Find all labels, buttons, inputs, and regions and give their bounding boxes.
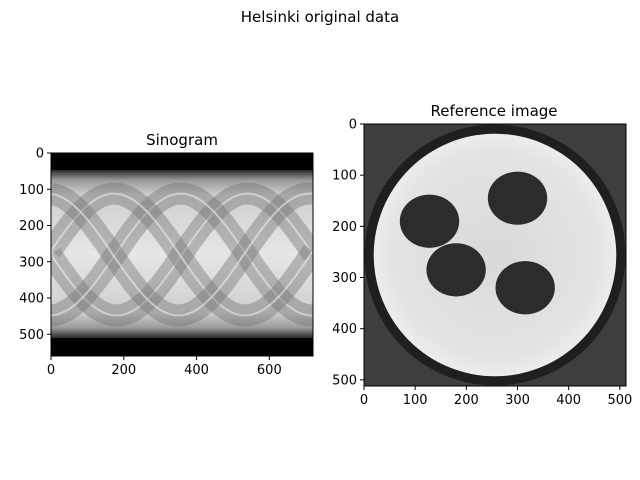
sinogram-x-tick-label: 600 — [257, 363, 282, 378]
sinogram-trace-edge — [51, 192, 313, 317]
sinogram-trace — [51, 182, 313, 327]
sinogram-x-tick-label: 400 — [184, 363, 209, 378]
reference-x-tick-label: 500 — [607, 393, 632, 408]
reference-y-tick-label: 400 — [332, 322, 357, 337]
figure-suptitle: Helsinki original data — [241, 8, 399, 26]
sinogram-x-tick-label: 200 — [111, 363, 136, 378]
reference-y-tick-label: 500 — [332, 373, 357, 388]
reference-y-tick-label: 300 — [332, 271, 357, 286]
sinogram-trace-edge — [51, 192, 313, 317]
sinogram-y-tick-label: 300 — [19, 255, 44, 270]
reference-y-tick-label: 200 — [332, 220, 357, 235]
sinogram-trace — [51, 182, 313, 327]
reference-x-tick-label: 200 — [454, 393, 479, 408]
sinogram-image — [51, 153, 313, 356]
reference-frame — [363, 123, 627, 387]
reference-x-tick-label: 100 — [403, 393, 428, 408]
reference-hole — [495, 261, 555, 315]
reference-disk — [373, 133, 617, 377]
sinogram-x-tick-label: 0 — [47, 363, 55, 378]
sinogram-y-tick-label: 200 — [19, 219, 44, 234]
sinogram-axes: 0 200 400 600 0 100 200 300 400 500 — [19, 147, 282, 379]
reference-hole — [487, 171, 548, 225]
sinogram-y-tick-label: 0 — [36, 147, 44, 162]
sinogram-trace-edge — [51, 192, 313, 317]
sinogram-frame — [50, 152, 314, 357]
reference-image — [364, 124, 626, 386]
reference-hole — [426, 243, 486, 297]
sinogram-title: Sinogram — [146, 131, 218, 149]
reference-x-tick-label: 400 — [556, 393, 581, 408]
reference-title: Reference image — [430, 102, 557, 120]
reference-x-tick-label: 0 — [360, 393, 368, 408]
reference-y-tick-label: 100 — [332, 169, 357, 184]
reference-x-tick-label: 300 — [505, 393, 530, 408]
sinogram-trace — [51, 182, 313, 327]
sinogram-y-tick-label: 100 — [19, 183, 44, 198]
reference-panel: Reference image 0 100 200 300 400 50001002003… — [332, 102, 632, 408]
sinogram-trace — [51, 182, 313, 327]
sinogram-y-tick-label: 400 — [19, 292, 44, 307]
sinogram-panel: Sinogram 0 200 400 600 0 100 200 300 400 500 — [19, 131, 314, 379]
reference-hole — [399, 194, 460, 248]
reference-y-tick-label: 0 — [349, 118, 357, 133]
sinogram-trace-edge — [51, 192, 313, 317]
sinogram-y-tick-label: 500 — [19, 328, 44, 343]
